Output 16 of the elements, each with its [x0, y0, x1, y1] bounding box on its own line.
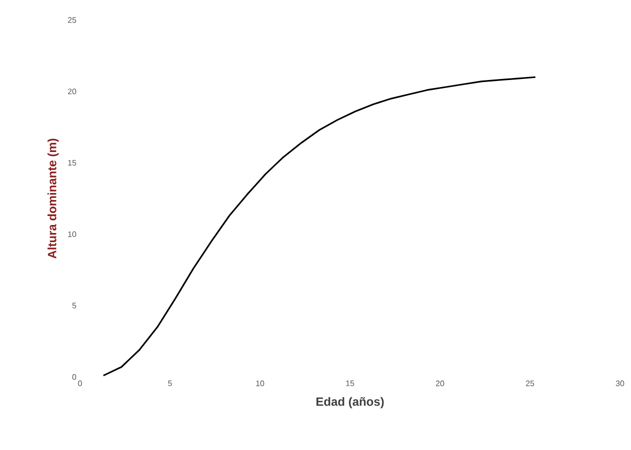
y-tick-label: 25: [68, 17, 76, 23]
y-tick-label: 0: [72, 374, 76, 380]
y-tick-label: 20: [68, 88, 76, 94]
y-tick-label: 15: [68, 160, 76, 166]
line-series: [102, 76, 536, 376]
y-tick-label: 10: [68, 231, 76, 238]
x-tick-label: 20: [436, 380, 444, 386]
x-tick-label: 15: [346, 380, 354, 386]
x-axis-title: Edad (años): [316, 397, 384, 408]
x-tick-label: 30: [616, 380, 624, 386]
x-tick-label: 0: [78, 380, 82, 386]
x-tick-label: 10: [256, 380, 264, 386]
x-tick-label: 25: [526, 380, 534, 386]
y-axis-title: Altura dominante (m): [48, 138, 59, 259]
y-tick-label: 5: [72, 302, 76, 308]
x-tick-label: 5: [168, 380, 172, 386]
